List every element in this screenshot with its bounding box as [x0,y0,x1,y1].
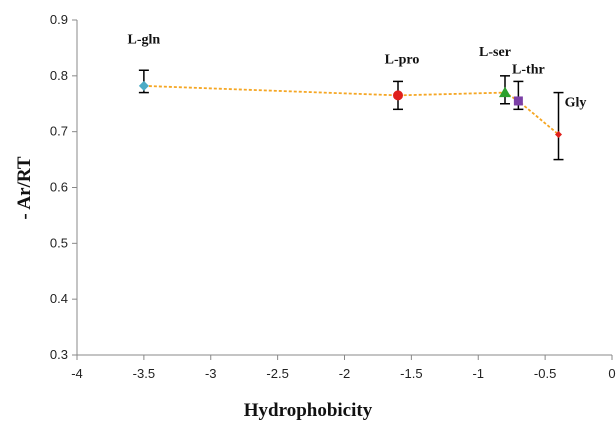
point-label: L-gln [128,32,161,47]
y-tick-label: 0.5 [50,235,68,250]
y-tick-label: 0.7 [50,124,68,139]
error-bars [138,69,564,161]
x-tick-label: 0 [608,366,615,381]
y-axis-title: - Ar/RT [14,156,35,220]
x-tick-label: -0.5 [534,366,556,381]
x-axis-ticks: -4 -3.5 -3 -2.5 -2 -1.5 -1 -0.5 0 [71,355,616,381]
data-point-marker [393,90,403,101]
data-markers [138,80,562,138]
x-tick-label: -2.5 [266,366,288,381]
data-point-marker [555,130,562,138]
y-tick-label: 0.8 [50,68,68,83]
point-label: L-pro [385,52,420,67]
y-tick-label: 0.9 [50,12,68,27]
y-tick-label: 0.3 [50,347,68,362]
x-tick-label: -2 [339,366,351,381]
y-tick-label: 0.6 [50,180,68,195]
series-line [143,84,560,136]
x-tick-label: -3 [205,366,217,381]
y-axis-ticks: 0.3 0.4 0.5 0.6 0.7 0.8 0.9 [50,12,77,362]
x-tick-label: -1.5 [400,366,422,381]
x-tick-label: -4 [71,366,83,381]
data-point-marker [499,86,511,98]
x-axis-title: Hydrophobicity [244,400,373,421]
point-label: L-ser [479,45,511,60]
x-tick-label: -3.5 [133,366,155,381]
data-point-marker [513,96,523,106]
point-label: Gly [565,96,587,111]
point-label: L-thr [512,62,545,77]
data-point-marker [138,80,149,91]
y-tick-label: 0.4 [50,291,68,306]
series-polyline [143,84,560,136]
x-tick-label: -1 [472,366,484,381]
